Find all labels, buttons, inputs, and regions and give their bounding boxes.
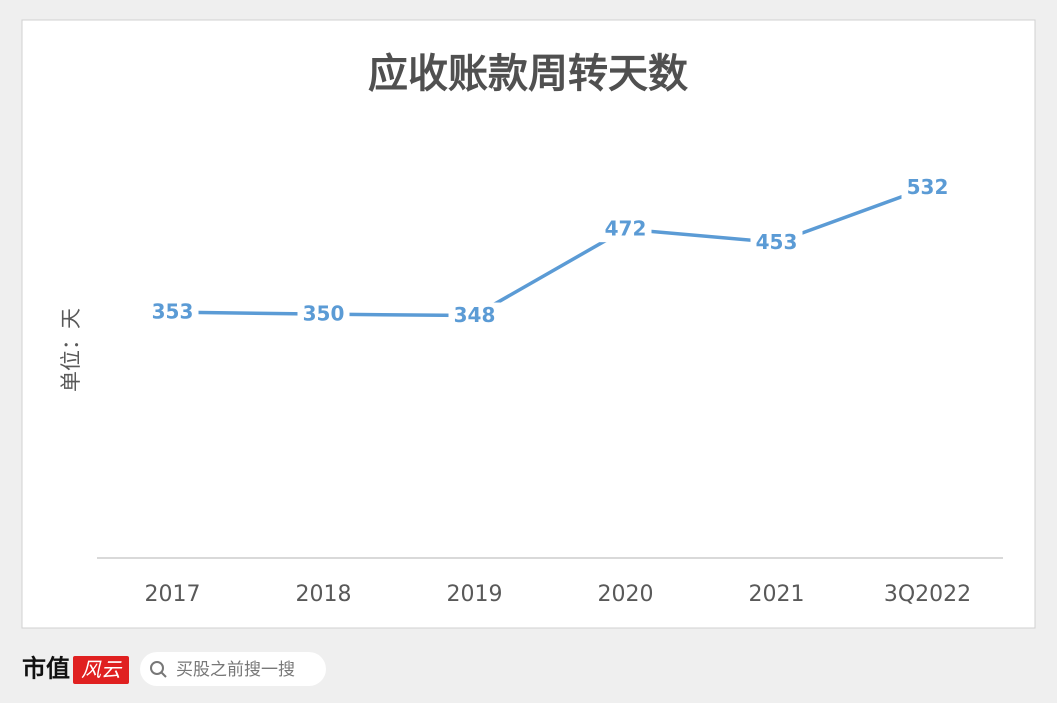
search-placeholder: 买股之前搜一搜 — [176, 660, 295, 680]
logo-badge — [73, 656, 129, 684]
search-box[interactable] — [140, 652, 326, 686]
label-background — [146, 299, 199, 326]
label-background — [599, 216, 652, 243]
logo-badge-text: 风云 — [81, 658, 123, 682]
x-tick-label: 2017 — [145, 582, 201, 607]
data-label: 532 — [907, 175, 949, 199]
y-axis-label: 单位：天 — [59, 308, 83, 392]
label-background — [448, 302, 501, 329]
x-tick-label: 3Q2022 — [884, 582, 971, 607]
label-background — [901, 174, 954, 201]
data-label: 453 — [756, 230, 798, 254]
x-tick-label: 2019 — [447, 582, 503, 607]
label-background — [750, 229, 803, 256]
chart-title: 应收账款周转天数 — [368, 51, 688, 97]
logo-text: 市值 — [22, 654, 70, 683]
search-icon — [150, 661, 164, 675]
label-background — [297, 301, 350, 328]
data-label: 350 — [303, 302, 345, 326]
data-label: 353 — [152, 300, 194, 324]
data-label: 348 — [454, 303, 496, 327]
search-icon — [160, 671, 167, 678]
x-tick-label: 2020 — [598, 582, 654, 607]
x-tick-label: 2021 — [749, 582, 805, 607]
x-tick-label: 2018 — [296, 582, 352, 607]
data-label: 472 — [605, 217, 647, 241]
